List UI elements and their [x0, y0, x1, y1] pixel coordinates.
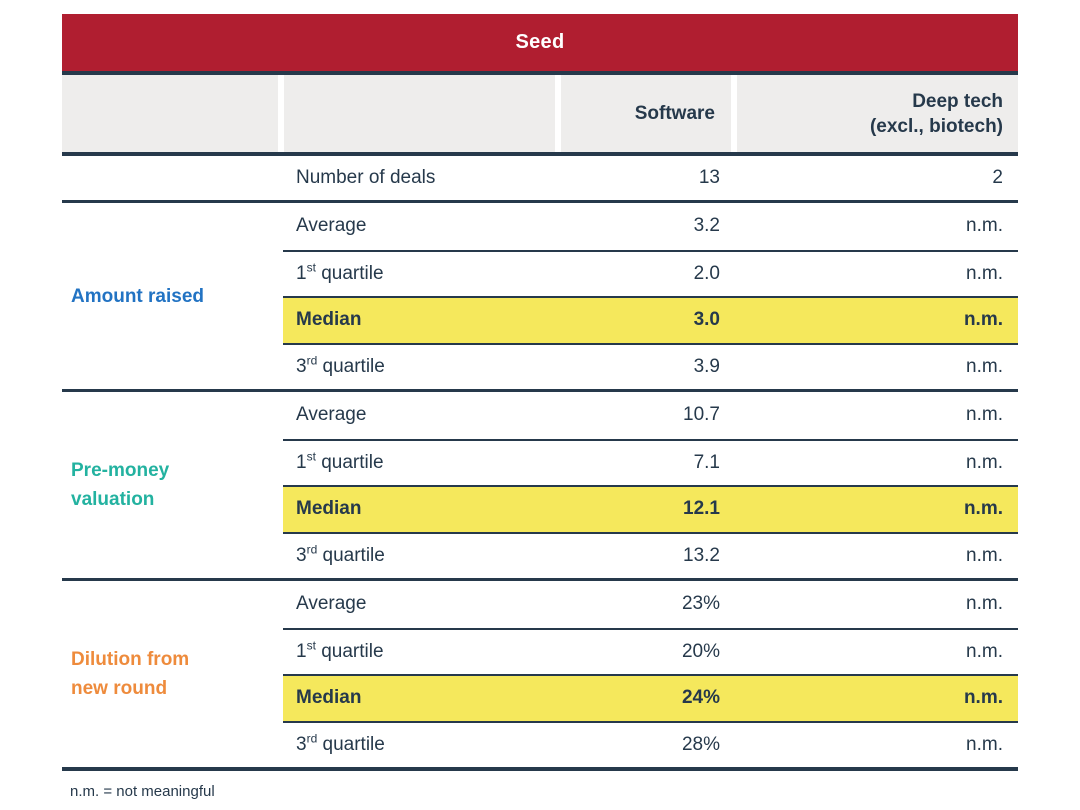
table-title-band: Seed — [62, 14, 1018, 71]
table-row: 1st quartile 20% n.m. — [283, 627, 1018, 675]
table-row: 3rd quartile 13.2 n.m. — [283, 531, 1018, 579]
table-title: Seed — [515, 31, 565, 53]
group-label-pre-money-valuation: Pre-money valuation — [62, 392, 283, 578]
table-row: 1st quartile 2.0 n.m. — [283, 249, 1018, 297]
footnote: n.m. = not meaningful — [70, 783, 215, 800]
group-amount-raised: Amount raised Average 3.2 n.m. 1st quart… — [62, 203, 1018, 389]
deep-tech-value: n.m. — [966, 355, 1003, 377]
deep-tech-value: n.m. — [966, 640, 1003, 662]
ordinal-superscript: st — [306, 638, 316, 653]
metric-label: Average — [296, 215, 367, 237]
group-dilution-from-new-round: Dilution from new round Average 23% n.m.… — [62, 581, 1018, 767]
software-value: 10.7 — [683, 404, 720, 426]
divider — [62, 767, 1018, 771]
software-value: 28% — [681, 733, 720, 755]
table-row: 3rd quartile 3.9 n.m. — [283, 342, 1018, 390]
ordinal-superscript: st — [306, 449, 316, 464]
divider — [62, 578, 1018, 581]
metric-label: 1st quartile — [296, 638, 384, 662]
header-cell-software: Software — [561, 75, 731, 152]
metric-label: 3rd quartile — [296, 731, 385, 755]
table-row: Average 23% n.m. — [283, 581, 1018, 628]
deep-tech-value: n.m. — [966, 262, 1003, 284]
software-value: 23% — [681, 593, 720, 615]
software-value: 24% — [681, 687, 720, 709]
deep-tech-value: n.m. — [966, 404, 1003, 426]
divider — [62, 389, 1018, 392]
group-label-text: Amount raised — [71, 285, 205, 307]
table-row: 3rd quartile 28% n.m. — [283, 720, 1018, 768]
metric-label: 3rd quartile — [296, 353, 385, 377]
deals-software-value: 13 — [698, 167, 720, 188]
deep-tech-value: n.m. — [966, 451, 1003, 473]
group-label-dilution-from-new-round: Dilution from new round — [62, 581, 283, 767]
group-rows: Average 3.2 n.m. 1st quartile 2.0 n.m. M… — [283, 203, 1018, 389]
software-value: 2.0 — [693, 262, 720, 284]
deep-tech-value: n.m. — [966, 733, 1003, 755]
software-value: 12.1 — [683, 498, 720, 520]
divider — [62, 71, 1018, 75]
table-row: 1st quartile 7.1 n.m. — [283, 438, 1018, 486]
header-cell-deep-tech: Deep tech (excl., biotech) — [737, 75, 1018, 152]
ordinal-superscript: rd — [306, 542, 318, 557]
metric-label: Average — [296, 404, 367, 426]
deep-tech-value: n.m. — [966, 544, 1003, 566]
table-row: Average 10.7 n.m. — [283, 392, 1018, 439]
header-cell-empty-metric — [284, 75, 555, 152]
software-value: 13.2 — [683, 544, 720, 566]
ordinal-superscript: st — [306, 260, 316, 275]
software-value: 3.0 — [693, 309, 720, 331]
metric-label: Median — [296, 687, 362, 709]
table-row-median-highlight: Median 12.1 n.m. — [283, 485, 1018, 532]
ordinal-superscript: rd — [306, 731, 318, 746]
deals-row-label: Number of deals — [296, 167, 436, 188]
deep-tech-column-header-line2: (excl., biotech) — [869, 115, 1003, 137]
metric-label: Average — [296, 593, 367, 615]
metric-label: Median — [296, 309, 362, 331]
software-column-header: Software — [634, 102, 715, 124]
ordinal-superscript: rd — [306, 353, 318, 368]
column-header-row: Software Deep tech (excl., biotech) — [62, 75, 1018, 152]
divider — [62, 200, 1018, 203]
deep-tech-value: n.m. — [963, 309, 1003, 331]
metric-label: 1st quartile — [296, 449, 384, 473]
seed-deals-table: Seed Software Deep tech (excl., biotech)… — [62, 14, 1018, 771]
software-value: 3.2 — [693, 215, 720, 237]
deep-tech-column-header-line1: Deep tech — [912, 90, 1003, 112]
deep-tech-value: n.m. — [966, 593, 1003, 615]
metric-label: 3rd quartile — [296, 542, 385, 566]
software-value: 7.1 — [693, 451, 720, 473]
group-label-text: Pre-money valuation — [71, 460, 170, 510]
deep-tech-value: n.m. — [966, 215, 1003, 237]
group-pre-money-valuation: Pre-money valuation Average 10.7 n.m. 1s… — [62, 392, 1018, 578]
deep-tech-value: n.m. — [963, 498, 1003, 520]
group-label-amount-raised: Amount raised — [62, 203, 283, 389]
divider — [62, 152, 1018, 156]
group-label-text: Dilution from new round — [71, 649, 190, 699]
group-rows: Average 23% n.m. 1st quartile 20% n.m. M… — [283, 581, 1018, 767]
software-value: 3.9 — [693, 355, 720, 377]
metric-label: Median — [296, 498, 362, 520]
number-of-deals-row: Number of deals 13 2 — [62, 156, 1018, 200]
metric-label: 1st quartile — [296, 260, 384, 284]
table-row-median-highlight: Median 3.0 n.m. — [283, 296, 1018, 343]
table-row: Average 3.2 n.m. — [283, 203, 1018, 250]
group-rows: Average 10.7 n.m. 1st quartile 7.1 n.m. … — [283, 392, 1018, 578]
deals-deep-tech-value: 2 — [992, 167, 1003, 188]
table-row-median-highlight: Median 24% n.m. — [283, 674, 1018, 721]
header-cell-empty-group — [62, 75, 278, 152]
deep-tech-value: n.m. — [963, 687, 1003, 709]
software-value: 20% — [681, 640, 720, 662]
